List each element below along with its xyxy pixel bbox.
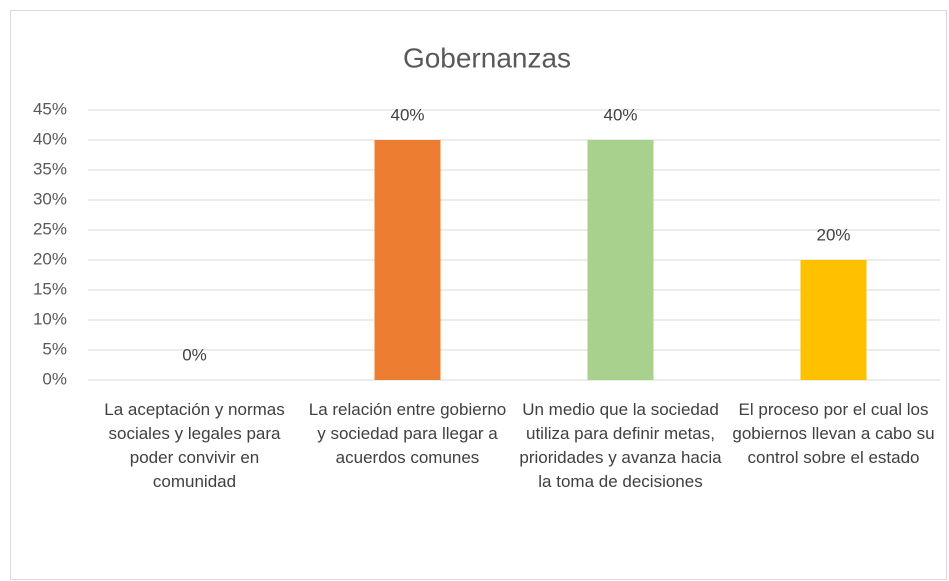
x-tick-label: El proceso por el cual los gobiernos lle… [732,400,935,467]
y-tick-label: 5% [42,339,67,358]
data-label: 40% [603,105,637,124]
bar [587,140,654,380]
y-tick-label: 45% [33,99,67,118]
y-tick-label: 35% [33,159,67,178]
y-tick-label: 10% [33,309,67,328]
y-tick-label: 40% [33,129,67,148]
x-tick-label: La relación entre gobierno y sociedad pa… [308,400,507,467]
data-label: 0% [182,345,207,364]
chart-title: Gobernanzas [403,42,571,73]
chart-border [10,10,947,580]
y-tick-label: 20% [33,249,67,268]
data-label: 40% [390,105,424,124]
data-label: 20% [816,225,850,244]
bar [374,140,441,380]
y-tick-label: 30% [33,189,67,208]
y-tick-label: 25% [33,219,67,238]
x-tick-label: La aceptación y normas sociales y legale… [104,400,285,491]
bar [800,260,867,380]
y-tick-label: 15% [33,279,67,298]
x-tick-label: Un medio que la sociedad utiliza para de… [519,400,722,491]
y-tick-label: 0% [42,369,67,388]
